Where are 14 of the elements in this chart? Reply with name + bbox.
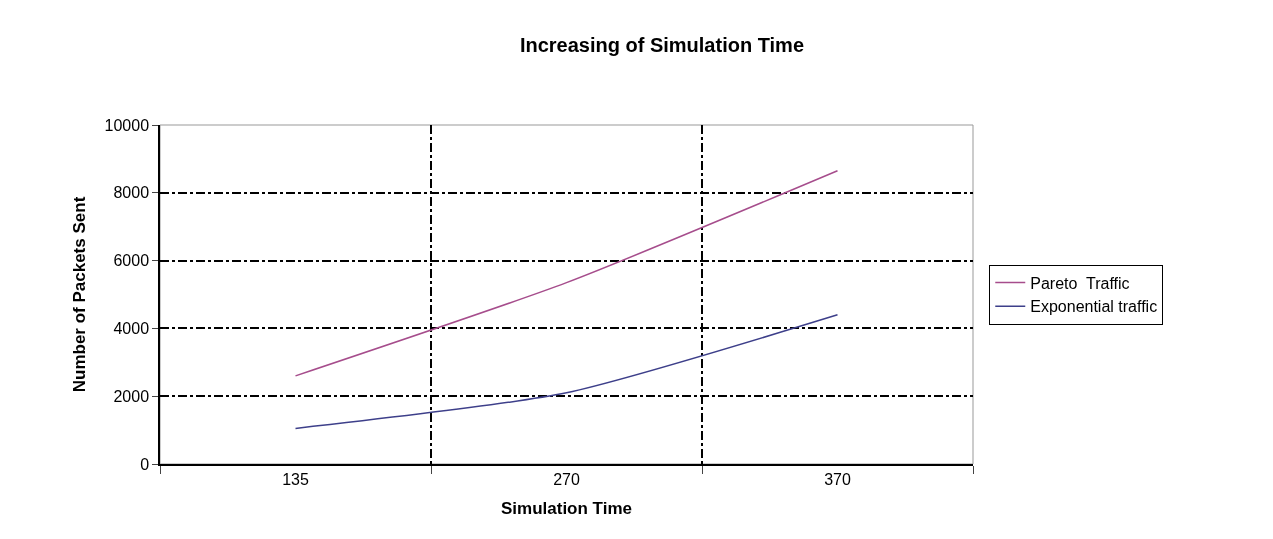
x-tick-label: 370 [824,470,851,488]
legend-label: Pareto Traffic [1030,274,1130,292]
x-axis-title: Simulation Time [501,498,632,518]
y-tick-label: 0 [140,455,150,473]
x-tick-label: 135 [282,470,309,488]
x-tick-label: 270 [553,470,580,488]
y-tick-label: 8000 [113,184,150,202]
legend-label: Exponential traffic [1030,298,1158,316]
chart-title: Increasing of Simulation Time [519,33,805,56]
y-tick-label: 4000 [113,320,150,337]
y-axis-title: Number of Packets Sent [69,196,89,393]
y-tick-label: 10000 [104,116,150,134]
y-tick-label: 6000 [113,252,150,270]
y-tick-label: 2000 [113,387,150,405]
